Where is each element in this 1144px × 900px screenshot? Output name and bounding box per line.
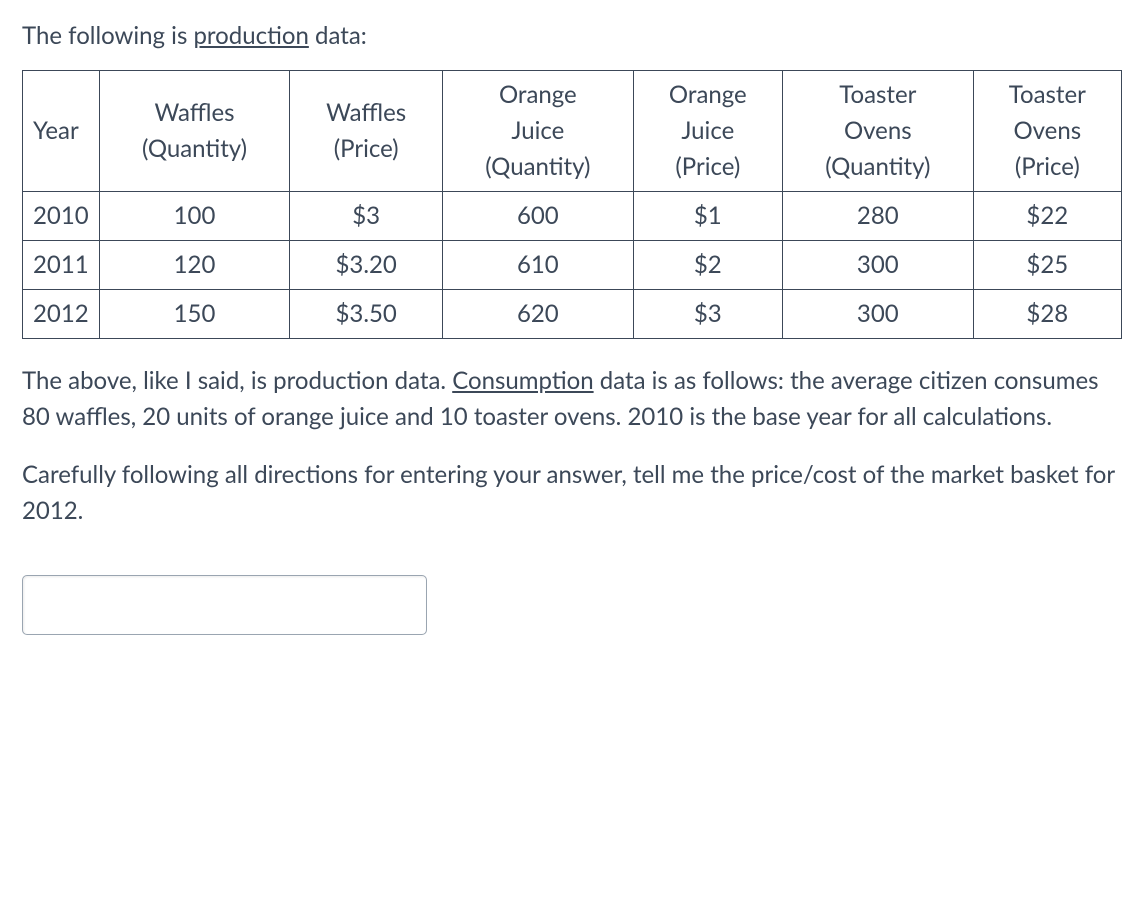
intro-text: The following is production data: xyxy=(22,18,1122,54)
cell-toaster-qty: 280 xyxy=(782,192,973,241)
cell-toaster-qty: 300 xyxy=(782,290,973,339)
question-paragraph: Carefully following all directions for e… xyxy=(22,457,1122,529)
cell-waffles-price: $3 xyxy=(290,192,443,241)
col-header-waffles-qty: Waffles(Quantity) xyxy=(99,71,290,192)
col-header-oj-qty: OrangeJuice(Quantity) xyxy=(443,71,634,192)
cell-waffles-qty: 100 xyxy=(99,192,290,241)
cell-year: 2012 xyxy=(23,290,100,339)
intro-pre: The following is xyxy=(22,21,193,50)
cell-oj-price: $3 xyxy=(633,290,782,339)
cell-toaster-price: $25 xyxy=(973,241,1121,290)
para1-underlined: Consumption xyxy=(452,366,593,395)
col-header-toaster-price: ToasterOvens(Price) xyxy=(973,71,1121,192)
cell-toaster-price: $28 xyxy=(973,290,1121,339)
para1-pre: The above, like I said, is production da… xyxy=(22,366,452,395)
table-row: 2011 120 $3.20 610 $2 300 $25 xyxy=(23,241,1122,290)
cell-oj-price: $2 xyxy=(633,241,782,290)
cell-oj-qty: 610 xyxy=(443,241,634,290)
production-table: Year Waffles(Quantity) Waffles(Price) Or… xyxy=(22,70,1122,339)
cell-year: 2010 xyxy=(23,192,100,241)
col-header-waffles-price: Waffles(Price) xyxy=(290,71,443,192)
cell-waffles-qty: 120 xyxy=(99,241,290,290)
col-header-toaster-qty: ToasterOvens(Quantity) xyxy=(782,71,973,192)
table-row: 2012 150 $3.50 620 $3 300 $28 xyxy=(23,290,1122,339)
cell-waffles-price: $3.20 xyxy=(290,241,443,290)
col-header-year: Year xyxy=(23,71,100,192)
cell-oj-price: $1 xyxy=(633,192,782,241)
cell-toaster-price: $22 xyxy=(973,192,1121,241)
consumption-paragraph: The above, like I said, is production da… xyxy=(22,363,1122,435)
table-row: 2010 100 $3 600 $1 280 $22 xyxy=(23,192,1122,241)
cell-waffles-price: $3.50 xyxy=(290,290,443,339)
cell-oj-qty: 600 xyxy=(443,192,634,241)
table-header-row: Year Waffles(Quantity) Waffles(Price) Or… xyxy=(23,71,1122,192)
cell-waffles-qty: 150 xyxy=(99,290,290,339)
cell-toaster-qty: 300 xyxy=(782,241,973,290)
intro-underlined: production xyxy=(193,21,308,50)
cell-year: 2011 xyxy=(23,241,100,290)
cell-oj-qty: 620 xyxy=(443,290,634,339)
col-header-oj-price: OrangeJuice(Price) xyxy=(633,71,782,192)
intro-post: data: xyxy=(309,21,367,50)
answer-input[interactable] xyxy=(22,575,427,635)
